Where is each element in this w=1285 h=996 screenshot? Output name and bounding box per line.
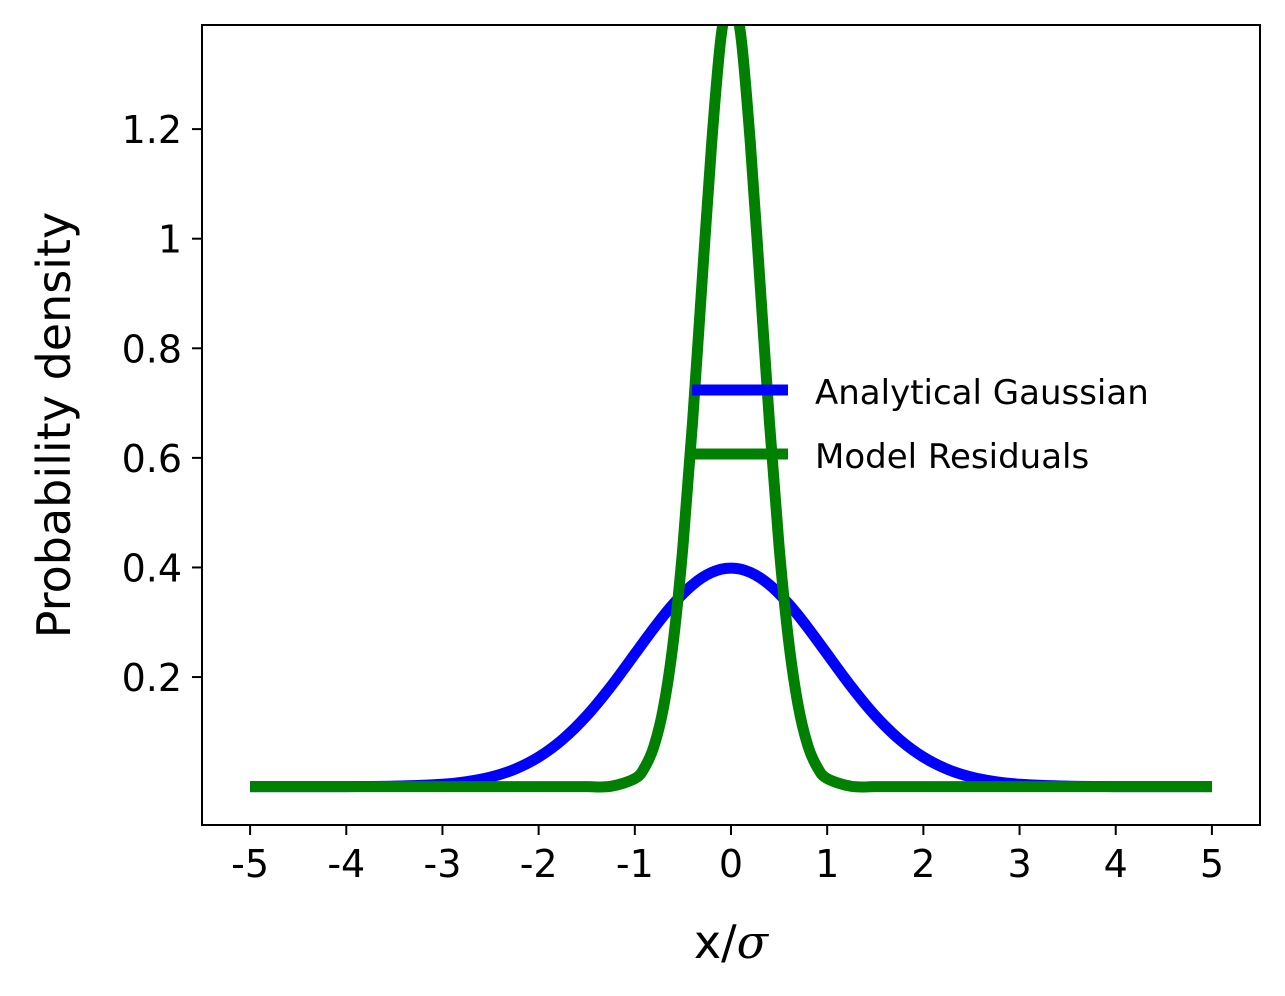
x-tick-label: 3 xyxy=(1007,842,1031,886)
series-layer xyxy=(250,25,1212,793)
y-axis: 0.2 0.4 0.6 0.8 1 1.2 xyxy=(122,108,202,700)
y-tick-label: 0.6 xyxy=(122,437,182,481)
series-line-model-residuals xyxy=(250,25,1212,793)
y-tick-label: 0.2 xyxy=(122,656,182,700)
x-tick-label: -2 xyxy=(520,842,558,886)
x-tick-label: -4 xyxy=(327,842,365,886)
x-tick-label: 2 xyxy=(911,842,935,886)
x-tick-label: 5 xyxy=(1200,842,1224,886)
x-axis: -5 -4 -3 -2 -1 0 1 2 3 4 5 xyxy=(231,825,1224,886)
x-axis-title: x/σ xyxy=(694,915,770,969)
y-tick-label: 0.4 xyxy=(122,546,182,590)
series-line-analytical-gaussian xyxy=(250,562,1212,793)
y-tick-label: 1 xyxy=(158,218,182,262)
legend-label-model-residuals: Model Residuals xyxy=(815,437,1089,477)
x-axis-title-symbol: σ xyxy=(737,915,770,969)
plot-frame xyxy=(201,24,1261,826)
y-tick-label: 1.2 xyxy=(122,108,182,152)
x-tick-label: -5 xyxy=(231,842,269,886)
y-axis-title: Probability density xyxy=(27,212,81,638)
y-tick-label: 0.8 xyxy=(122,327,182,371)
legend: Analytical Gaussian Model Residuals xyxy=(692,373,1149,477)
x-tick-label: 4 xyxy=(1104,842,1128,886)
x-tick-label: -1 xyxy=(616,842,654,886)
x-axis-title-text: x/ xyxy=(694,915,737,969)
x-tick-label: -3 xyxy=(424,842,462,886)
x-tick-label: 1 xyxy=(815,842,839,886)
x-tick-label: 0 xyxy=(719,842,743,886)
legend-label-analytical-gaussian: Analytical Gaussian xyxy=(815,373,1149,413)
